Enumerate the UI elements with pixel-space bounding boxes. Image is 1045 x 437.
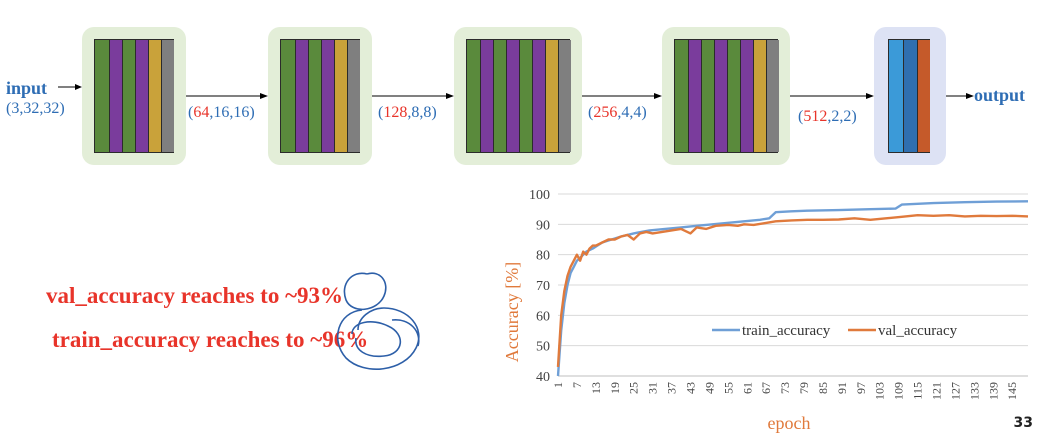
edge-channels-2: 128: [383, 104, 408, 121]
x-tick-label-31: 31: [646, 382, 660, 394]
y-tick-labels: 40 50 60 70 80 90 100: [529, 188, 550, 385]
conv-block-4: [662, 27, 790, 165]
x-tick-label-7: 7: [570, 382, 584, 388]
edge-dims-2: ,8,8): [407, 104, 437, 121]
chart-legend: train_accuracy val_accuracy: [712, 323, 958, 339]
layer-stack-2: [280, 39, 360, 153]
x-tick-label-127: 127: [948, 382, 962, 400]
y-tick-label-100: 100: [529, 188, 550, 203]
series-line-train-accuracy: [556, 200, 1029, 377]
x-tick-label-109: 109: [892, 382, 906, 400]
x-tick-label-133: 133: [967, 382, 981, 400]
y-tick-label-70: 70: [536, 279, 550, 294]
x-tick-label-49: 49: [702, 382, 716, 394]
conv-block-3: [454, 27, 582, 165]
output-arrow: [946, 93, 974, 99]
accuracy-chart: 40 50 60 70 80 90 100 1 7 13 19 25 31 37 43 49 55 61 67 73…: [502, 188, 1029, 433]
train-accuracy-note: train_accuracy reaches to ~96%: [52, 327, 369, 352]
fc-block: [874, 27, 946, 165]
series-line-val-accuracy: [556, 214, 1029, 367]
chart-series: [556, 200, 1029, 377]
input-shape-label: (3,32,32): [6, 100, 65, 117]
y-tick-label-40: 40: [536, 370, 550, 385]
y-tick-label-80: 80: [536, 249, 550, 264]
val-accuracy-note: val_accuracy reaches to ~93%: [46, 283, 344, 308]
page-number: 33: [1013, 415, 1033, 431]
conv-block-1: [82, 27, 186, 165]
x-tick-label-1: 1: [551, 382, 565, 388]
y-axis-label: Accuracy [%]: [502, 262, 522, 362]
edge-shape-label-2: (128,8,8): [378, 104, 437, 121]
x-tick-label-13: 13: [589, 382, 603, 394]
x-tick-label-67: 67: [759, 382, 773, 394]
edge-channels-1: 64: [193, 104, 210, 121]
x-tick-label-103: 103: [873, 382, 887, 400]
edge-shape-label-4: (512,2,2): [798, 108, 857, 125]
edge-dims-3: ,4,4): [617, 104, 647, 121]
x-tick-label-61: 61: [740, 382, 754, 394]
x-tick-label-91: 91: [835, 382, 849, 394]
layer-stack-4: [674, 39, 779, 153]
edge-channels-3: 256: [593, 104, 618, 121]
x-tick-label-79: 79: [797, 382, 811, 394]
y-tick-label-90: 90: [536, 218, 550, 233]
fc-layer-stack: [888, 39, 930, 153]
x-tick-label-73: 73: [778, 382, 792, 394]
layer-stack-3: [466, 39, 571, 153]
x-axis-label: epoch: [768, 413, 811, 433]
y-tick-label-60: 60: [536, 309, 550, 324]
x-tick-label-37: 37: [665, 382, 679, 394]
conv-block-2: [268, 27, 372, 165]
input-label: input: [6, 78, 48, 98]
x-tick-label-19: 19: [608, 382, 622, 394]
edge-shape-label-1: (64,16,16): [188, 104, 255, 121]
edge-dims-1: ,16,16): [209, 104, 255, 121]
input-arrow: [58, 84, 82, 90]
x-tick-label-121: 121: [930, 382, 944, 400]
edge-arrow-2: [372, 93, 454, 99]
x-tick-label-115: 115: [911, 382, 925, 400]
x-tick-label-43: 43: [683, 382, 697, 394]
x-tick-label-25: 25: [627, 382, 641, 394]
x-tick-label-85: 85: [816, 382, 830, 394]
x-tick-label-55: 55: [721, 382, 735, 394]
edge-arrow-1: [186, 93, 268, 99]
y-tick-label-50: 50: [536, 340, 550, 355]
legend-label-val-accuracy: val_accuracy: [878, 323, 958, 339]
edge-arrow-4: [790, 93, 874, 99]
chart-gridlines: [558, 193, 1028, 377]
x-tick-label-145: 145: [1005, 382, 1019, 400]
x-tick-label-97: 97: [854, 382, 868, 394]
x-tick-labels: 1 7 13 19 25 31 37 43 49 55 61 67 73 79 85 91 97 103 109 11…: [551, 382, 1019, 400]
x-tick-label-139: 139: [986, 382, 1000, 400]
edge-shape-label-3: (256,4,4): [588, 104, 647, 121]
handwritten-scribble: [336, 272, 420, 370]
edge-channels-4: 512: [803, 108, 828, 125]
edge-dims-4: ,2,2): [827, 108, 857, 125]
output-label: output: [974, 85, 1026, 105]
legend-label-train-accuracy: train_accuracy: [742, 323, 831, 339]
edge-arrow-3: [582, 93, 662, 99]
layer-stack-1: [94, 39, 174, 153]
